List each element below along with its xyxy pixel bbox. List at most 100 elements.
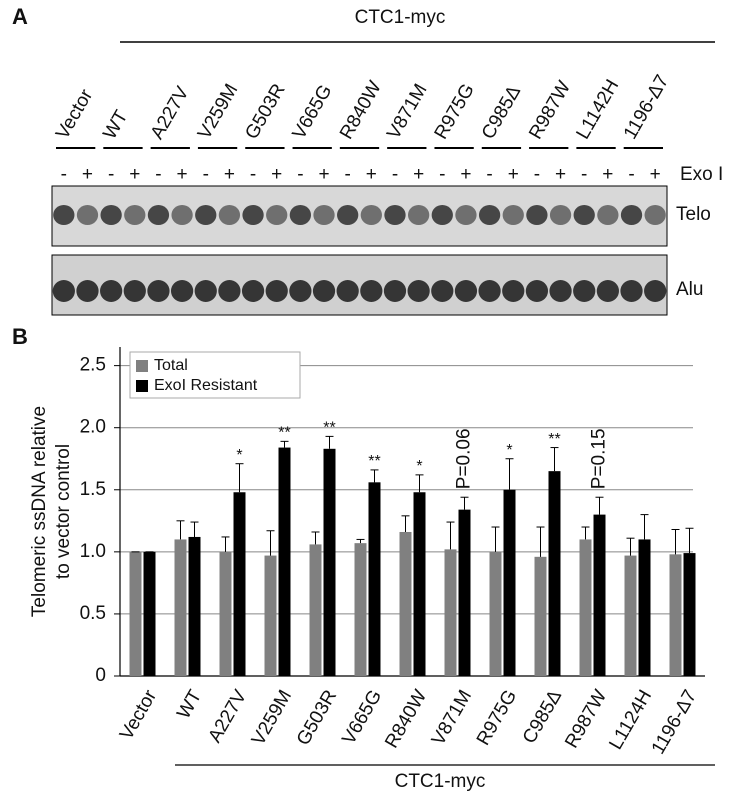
band <box>124 205 146 225</box>
band <box>620 280 643 302</box>
lane-label: R975G <box>431 80 479 143</box>
significance-label: ** <box>368 453 380 470</box>
band <box>100 280 123 302</box>
treatment-sign: + <box>271 164 282 185</box>
bar <box>579 539 592 676</box>
lane-label: WT <box>99 107 132 143</box>
treatment-sign: - <box>581 164 587 185</box>
band <box>289 280 312 302</box>
lane-label: 1196-Δ7 <box>620 71 673 143</box>
lane-label: R840W <box>336 78 386 143</box>
band <box>644 280 667 302</box>
band <box>52 280 75 302</box>
band <box>171 205 193 225</box>
treatment-sign: - <box>297 164 303 185</box>
treatment-sign: - <box>392 164 398 185</box>
panel-label: B <box>12 324 28 349</box>
panel-label: A <box>12 4 28 29</box>
y-tick-label: 1.0 <box>80 541 106 562</box>
x-tick-label: L1124H <box>605 687 656 754</box>
bar <box>444 549 457 676</box>
band <box>337 205 359 225</box>
band <box>549 205 572 225</box>
band <box>76 205 99 225</box>
treatment-sign: - <box>155 164 161 185</box>
bar <box>174 539 187 676</box>
x-tick-label: V871M <box>428 687 476 750</box>
band <box>549 280 572 302</box>
band <box>573 280 596 302</box>
bar <box>548 471 561 676</box>
band <box>218 205 241 225</box>
band <box>194 280 217 302</box>
bar <box>264 555 277 676</box>
bar <box>638 539 651 676</box>
bar <box>143 551 156 676</box>
y-axis-label: Telomeric ssDNA relative to vector contro… <box>29 406 74 617</box>
bar <box>413 492 426 676</box>
band <box>502 205 524 225</box>
band <box>170 280 194 302</box>
band <box>313 205 335 225</box>
legend-swatch <box>136 360 148 372</box>
treatment-sign: - <box>628 164 634 185</box>
treatment-sign: - <box>250 164 256 185</box>
y-tick-label: 2.0 <box>80 417 106 438</box>
band <box>620 205 643 225</box>
band <box>431 280 454 302</box>
treatment-sign: - <box>534 164 540 185</box>
band <box>242 205 264 225</box>
blot-alu <box>51 254 668 316</box>
bar <box>219 551 232 676</box>
group-label: CTC1-myc <box>355 7 446 28</box>
band <box>384 205 406 225</box>
x-tick-label: A227V <box>204 686 251 746</box>
lane-label: V871M <box>383 80 431 143</box>
bar <box>503 489 516 676</box>
legend-label: Total <box>154 357 188 374</box>
band <box>478 280 501 302</box>
treatment-sign: + <box>602 164 613 185</box>
x-tick-label: R840W <box>381 686 431 751</box>
band <box>218 280 241 302</box>
lane-label: L1142H <box>573 76 624 143</box>
lane-label: G503R <box>241 80 289 143</box>
treatment-sign: - <box>486 164 492 185</box>
blot-label: Alu <box>676 279 703 300</box>
band <box>526 205 548 225</box>
bar <box>624 555 637 676</box>
blot-label: Telo <box>676 204 711 225</box>
treatment-sign: + <box>366 164 377 185</box>
bar <box>309 544 322 676</box>
treatment-sign: + <box>650 164 661 185</box>
bar <box>368 482 381 676</box>
band <box>360 205 382 225</box>
bar <box>278 447 291 676</box>
treatment-sign: + <box>508 164 519 185</box>
significance-label: P=0.06 <box>454 428 475 489</box>
significance-label: * <box>506 442 512 459</box>
bar <box>354 543 367 676</box>
lane-label: R987W <box>525 78 575 143</box>
significance-label: * <box>236 447 242 464</box>
x-tick-label: Vector <box>116 686 161 744</box>
lane-label: V665G <box>289 81 337 143</box>
x-tick-label: V259M <box>248 687 296 750</box>
treatment-sign: + <box>460 164 471 185</box>
band <box>525 280 549 302</box>
treatment-sign: + <box>129 164 140 185</box>
band <box>147 280 170 302</box>
significance-label: ** <box>548 431 560 448</box>
bar <box>489 551 502 676</box>
lane-label: Vector <box>52 85 97 143</box>
bar <box>683 553 696 676</box>
treatment-sign: + <box>555 164 566 185</box>
band <box>53 205 75 225</box>
bar <box>593 514 606 676</box>
bar <box>129 551 142 676</box>
x-tick-label: C985Δ <box>519 686 566 747</box>
band <box>195 205 217 225</box>
significance-label: ** <box>323 420 335 437</box>
band <box>454 280 478 302</box>
legend-swatch <box>136 380 148 392</box>
